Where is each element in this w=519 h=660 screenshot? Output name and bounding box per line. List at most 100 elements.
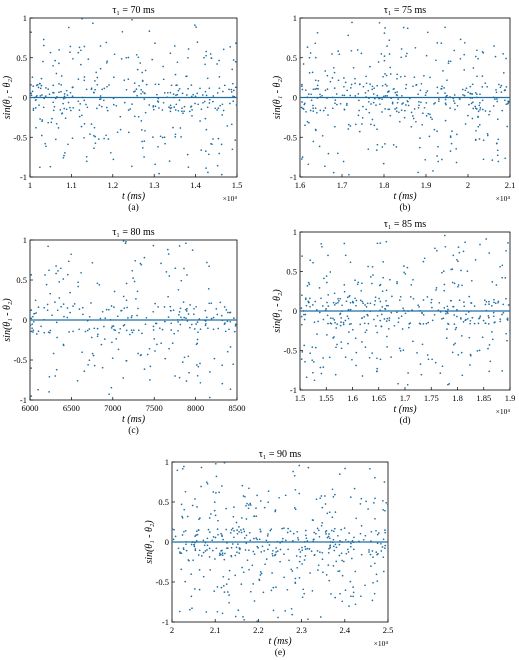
data-point <box>352 586 354 588</box>
data-point <box>472 67 475 69</box>
data-point <box>45 283 48 286</box>
data-point <box>203 319 206 322</box>
data-point <box>378 297 380 300</box>
data-point <box>403 116 406 119</box>
data-point <box>314 56 317 59</box>
data-point <box>90 88 93 91</box>
data-point <box>139 262 142 265</box>
data-point <box>157 101 160 103</box>
data-point <box>196 364 198 366</box>
data-point <box>397 321 400 324</box>
data-point <box>313 379 316 382</box>
data-point <box>409 322 412 324</box>
data-point <box>30 309 33 311</box>
data-point <box>217 519 219 522</box>
data-point <box>37 306 40 308</box>
data-point <box>217 107 220 109</box>
data-point <box>188 110 191 113</box>
data-point <box>252 583 255 585</box>
data-point <box>457 284 460 286</box>
data-point <box>66 316 69 319</box>
data-point <box>363 316 366 318</box>
data-point <box>135 53 138 56</box>
data-point <box>125 56 128 59</box>
data-point <box>479 108 481 111</box>
data-point <box>335 93 338 95</box>
data-point <box>469 319 472 322</box>
data-point <box>144 323 147 326</box>
x-tick-label: 1.5 <box>232 180 243 190</box>
data-point <box>69 106 71 109</box>
data-point <box>443 87 445 89</box>
data-point <box>158 327 161 330</box>
data-point <box>492 96 495 99</box>
data-point <box>284 494 287 497</box>
data-point <box>196 41 199 43</box>
data-point <box>236 532 239 535</box>
data-point <box>459 38 462 41</box>
data-point <box>247 507 250 510</box>
data-point <box>308 72 311 74</box>
data-point <box>124 242 127 245</box>
data-point <box>343 242 346 245</box>
data-point <box>296 566 299 569</box>
data-point <box>208 396 211 399</box>
data-point <box>217 327 220 330</box>
data-point <box>268 544 271 546</box>
y-tick-label: 0 <box>293 306 297 316</box>
data-point <box>489 360 492 363</box>
data-point <box>491 159 494 161</box>
data-point <box>406 100 409 102</box>
data-point <box>175 103 178 106</box>
data-point <box>331 77 334 79</box>
data-point <box>412 278 414 281</box>
data-point <box>180 568 183 571</box>
data-point <box>383 55 386 57</box>
data-point <box>216 610 219 613</box>
data-point <box>359 503 362 505</box>
data-point <box>173 332 176 335</box>
data-point <box>228 88 230 91</box>
data-point <box>194 102 196 105</box>
data-point <box>205 94 208 97</box>
data-point <box>441 158 443 161</box>
data-point <box>157 306 159 308</box>
data-point <box>499 320 502 323</box>
data-point <box>505 86 508 88</box>
x-tick-label: 8500 <box>229 403 246 413</box>
data-point <box>347 309 350 312</box>
data-point <box>344 81 347 84</box>
data-point <box>376 367 379 370</box>
data-point <box>495 91 498 94</box>
data-point <box>384 544 387 547</box>
data-point <box>326 97 328 99</box>
data-point <box>496 118 499 121</box>
data-point <box>388 317 391 319</box>
data-point <box>213 357 216 360</box>
data-point <box>152 329 155 331</box>
data-point <box>290 607 293 610</box>
data-point <box>40 325 42 328</box>
data-point <box>143 140 146 142</box>
data-point <box>155 322 158 325</box>
data-point <box>426 354 429 356</box>
data-point <box>221 552 224 554</box>
data-point <box>349 496 352 498</box>
data-point <box>63 107 66 110</box>
data-point <box>83 79 86 82</box>
data-point <box>64 117 67 120</box>
data-point <box>181 318 183 321</box>
data-point <box>311 590 314 592</box>
panel-b: τ₁ = 75 ms-1-0.500.511.6 1.7 1.8 1.9 2 2.1t (… <box>272 5 515 213</box>
data-point <box>433 103 435 105</box>
data-point <box>481 86 484 88</box>
data-point <box>184 529 187 532</box>
data-point <box>199 517 201 519</box>
data-point <box>205 611 208 613</box>
data-point <box>298 464 301 467</box>
data-point <box>386 45 388 47</box>
data-point <box>427 321 430 324</box>
data-point <box>301 596 304 599</box>
chart-title: τ₁ = 80 ms <box>112 227 154 238</box>
data-point <box>110 305 113 307</box>
